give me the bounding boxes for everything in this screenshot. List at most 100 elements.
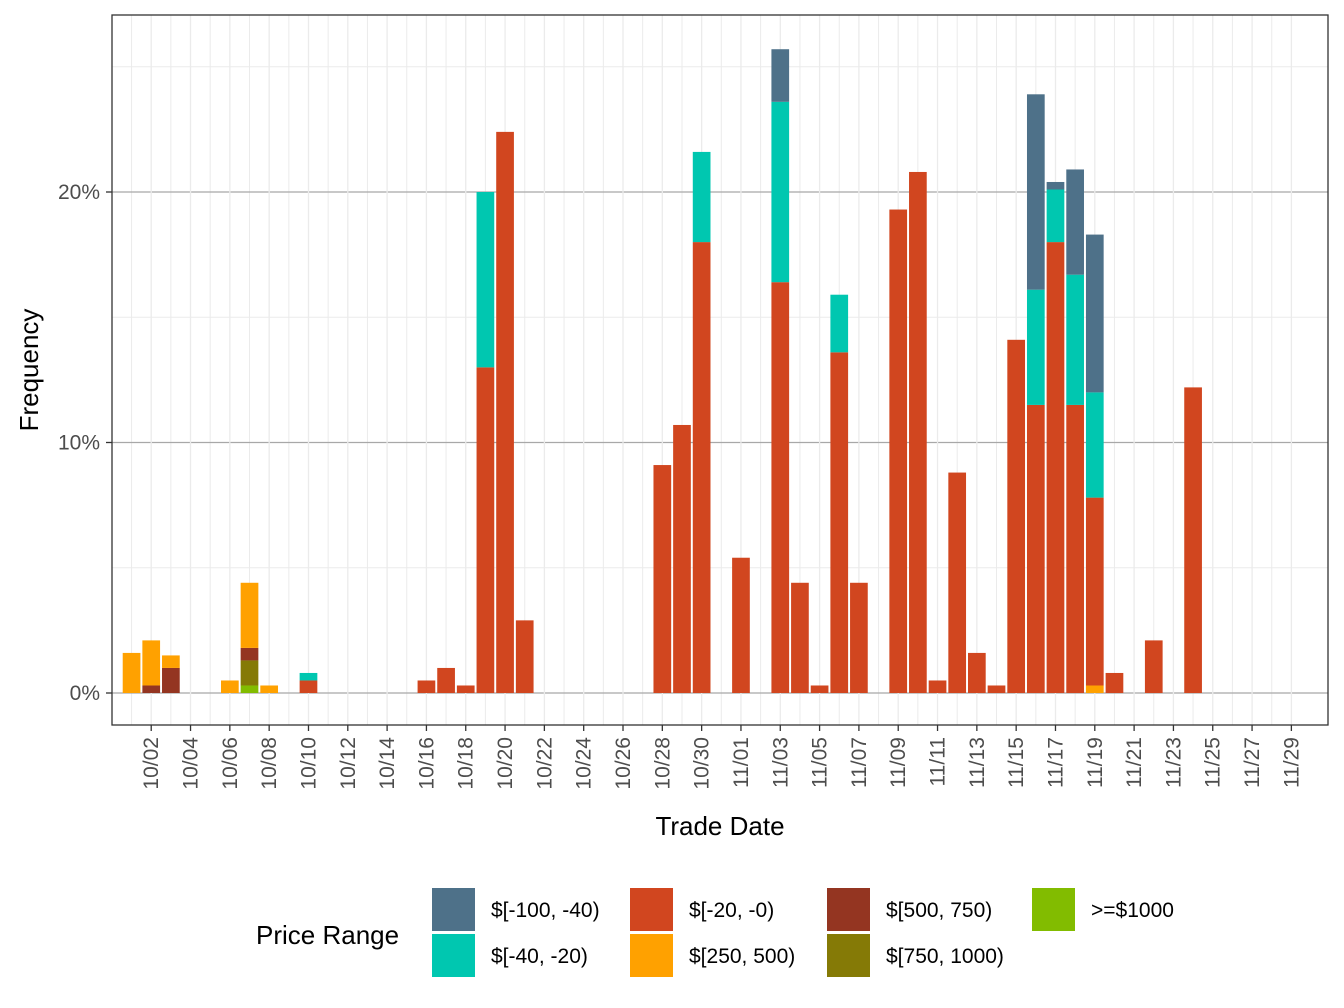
- bar-segment-20-0: [732, 557, 750, 693]
- legend-title: Price Range: [256, 920, 399, 950]
- x-tick-label: 10/28: [651, 737, 674, 790]
- bar-segment-1000: [240, 685, 259, 693]
- bar-segment-40-20: [1046, 189, 1065, 243]
- legend-key-label: $[-100, -40): [491, 899, 600, 922]
- bar-segment-40-20: [1026, 289, 1045, 405]
- x-tick-label: 11/17: [1044, 737, 1067, 788]
- legend-key-label: $[750, 1000): [886, 945, 1004, 968]
- bar-segment-40-20: [771, 101, 790, 283]
- x-tick-label: 10/10: [297, 737, 320, 790]
- legend-key-swatch: [432, 888, 475, 931]
- x-tick-label: 11/07: [848, 737, 871, 788]
- bar-segment-20-0: [515, 620, 534, 693]
- bar-segment-20-0: [889, 209, 908, 693]
- bar-segment-100-40: [1066, 169, 1084, 275]
- bar-segment-100-40: [1085, 234, 1104, 393]
- x-tick-label: 11/25: [1202, 737, 1225, 788]
- x-tick-label: 10/02: [140, 737, 163, 790]
- x-tick-label: 10/30: [691, 737, 714, 790]
- bar-segment-20-0: [673, 424, 691, 693]
- bar-segment-250-500: [142, 640, 161, 686]
- y-tick-label: 20%: [58, 181, 100, 204]
- x-tick-label: 11/15: [1005, 737, 1028, 788]
- x-tick-label: 11/11: [927, 737, 950, 786]
- x-tick-label: 10/06: [219, 737, 242, 790]
- bar-segment-20-0: [653, 465, 672, 693]
- bar-segment-20-0: [299, 680, 318, 693]
- bar-segment-20-0: [909, 171, 927, 693]
- bar-segment-40-20: [299, 672, 318, 681]
- legend-key-label: $[-40, -20): [491, 945, 588, 968]
- bar-segment-20-0: [1066, 404, 1084, 693]
- bar-segment-100-40: [1046, 181, 1065, 190]
- bar-segment-40-20: [1085, 392, 1104, 498]
- bar-segment-20-0: [1184, 387, 1202, 693]
- x-axis-title: Trade Date: [655, 811, 784, 841]
- bar-segment-20-0: [692, 242, 711, 693]
- x-tick-label: 11/21: [1123, 737, 1146, 788]
- x-tick-label: 11/19: [1084, 737, 1107, 788]
- x-tick-label: 11/01: [730, 737, 753, 788]
- x-tick-label: 11/27: [1241, 737, 1264, 788]
- bar-segment-20-0: [987, 685, 1006, 693]
- bar-segment-20-0: [830, 352, 849, 693]
- legend-key-swatch: [1032, 888, 1075, 931]
- bar-segment-500-750: [142, 685, 161, 693]
- bar-segment-20-0: [810, 685, 829, 693]
- bar-segment-20-0: [928, 680, 947, 693]
- x-tick-label: 10/20: [494, 737, 517, 790]
- bar-segment-100-40: [1026, 94, 1045, 290]
- bar-segment-20-0: [1105, 672, 1124, 693]
- bar-segment-20-0: [437, 667, 455, 693]
- y-axis-title: Frequency: [14, 309, 44, 432]
- bar-segment-20-0: [1007, 339, 1026, 693]
- bar-segment-40-20: [830, 294, 849, 353]
- x-tick-label: 10/22: [533, 737, 556, 790]
- x-tick-label: 11/29: [1280, 737, 1303, 788]
- major-gridlines: [112, 15, 1328, 725]
- bar-segment-250-500: [162, 655, 180, 668]
- bar-segment-20-0: [496, 131, 514, 693]
- bar-segment-250-500: [240, 582, 259, 648]
- x-axis: 10/02 10/04 10/06 10/08 10/10 10/12 10/14 10/16…: [140, 725, 1303, 790]
- legend: Price Range $[-100, -40) $[-40, -20) $[-20…: [256, 888, 1174, 977]
- bar-segment-20-0: [1085, 497, 1104, 686]
- bar-segment-750-1000: [240, 660, 259, 686]
- x-tick-label: 11/13: [966, 737, 989, 788]
- x-tick-label: 11/05: [809, 737, 832, 788]
- x-tick-label: 10/08: [258, 737, 281, 790]
- legend-key-swatch: [827, 888, 870, 931]
- bar-segment-20-0: [850, 582, 868, 693]
- y-axis: 0% 10% 20%: [58, 181, 112, 705]
- legend-key-swatch: [630, 934, 673, 977]
- bar-segment-20-0: [1026, 404, 1045, 693]
- x-tick-label: 10/14: [376, 737, 399, 790]
- bar-segment-20-0: [948, 472, 967, 693]
- bar-segment-500-750: [240, 647, 259, 661]
- bar-segment-20-0: [456, 685, 475, 693]
- bar-segment-40-20: [1066, 274, 1084, 405]
- bars: [122, 49, 1202, 693]
- x-tick-label: 10/04: [180, 737, 203, 790]
- y-tick-label: 0%: [70, 682, 100, 705]
- bar-segment-250-500: [122, 652, 141, 693]
- legend-key-label: $[250, 500): [689, 945, 795, 968]
- x-tick-label: 11/09: [887, 737, 910, 788]
- y-tick-label: 10%: [58, 432, 100, 455]
- bar-segment-500-750: [162, 667, 180, 693]
- legend-key-label: $[-20, -0): [689, 899, 774, 922]
- x-tick-label: 10/24: [573, 737, 596, 790]
- bar-segment-20-0: [771, 282, 790, 693]
- bar-segment-40-20: [476, 192, 495, 368]
- x-tick-label: 10/16: [415, 737, 438, 790]
- bar-segment-20-0: [1144, 640, 1163, 693]
- x-tick-label: 11/03: [769, 737, 792, 788]
- legend-key-swatch: [432, 934, 475, 977]
- bar-segment-250-500: [260, 685, 279, 693]
- bar-segment-250-500: [221, 680, 239, 693]
- x-tick-label: 10/12: [337, 737, 360, 790]
- bar-segment-250-500: [1085, 685, 1104, 693]
- bar-segment-20-0: [1046, 242, 1065, 693]
- bar-segment-20-0: [791, 582, 809, 693]
